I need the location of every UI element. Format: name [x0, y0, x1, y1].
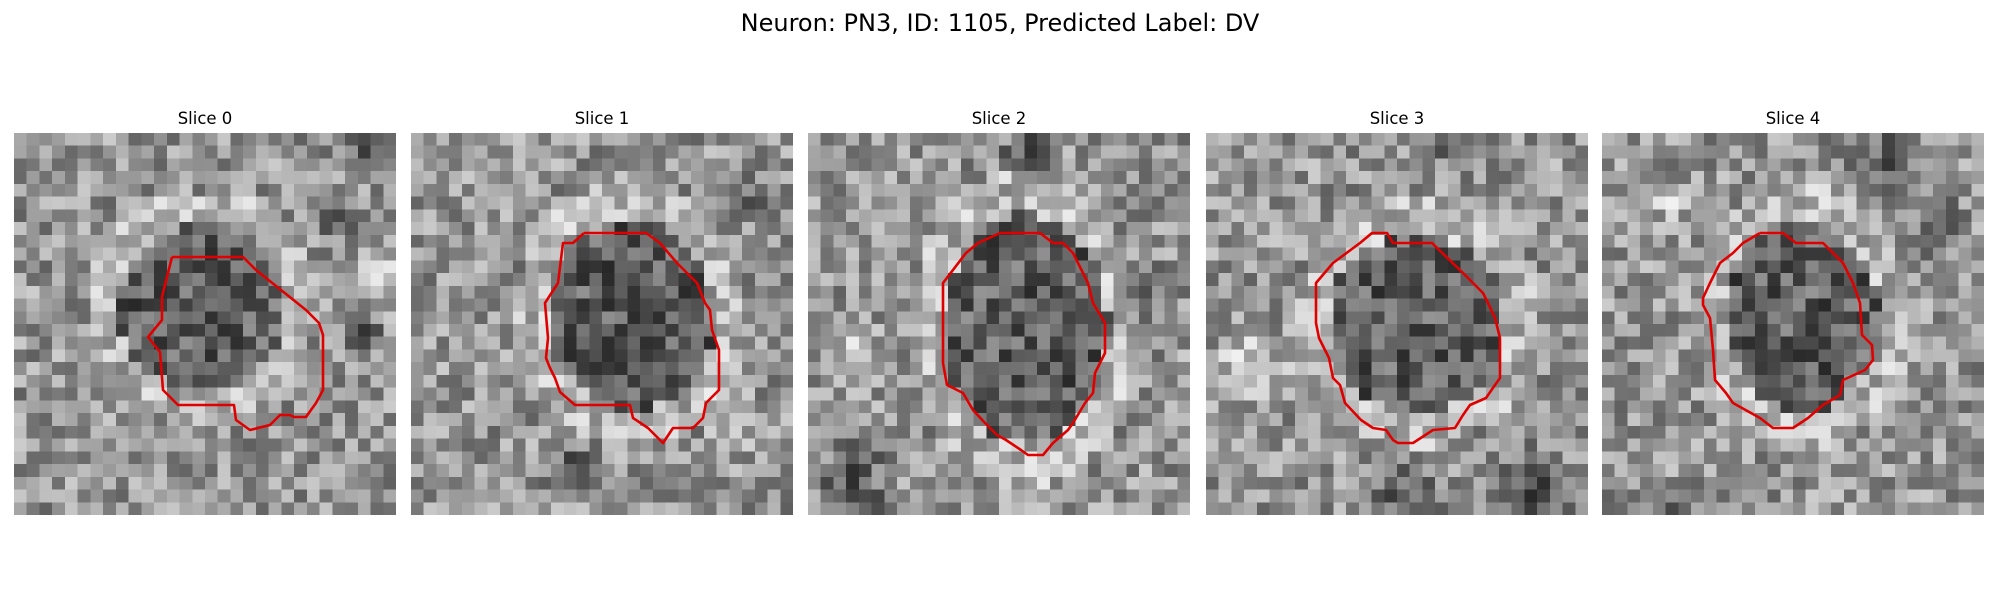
- slice-image-3: [1206, 133, 1588, 515]
- slice-image-2: [808, 133, 1190, 515]
- slice-title-0: Slice 0: [177, 109, 233, 128]
- slice-image-1: [411, 133, 793, 515]
- slice-panel-0: Slice 0: [14, 108, 396, 515]
- slice-image-0: [14, 133, 396, 515]
- slice-image-4: [1602, 133, 1984, 515]
- slice-panel-3: Slice 3: [1206, 108, 1588, 515]
- slice-title-4: Slice 4: [1765, 109, 1821, 128]
- slice-title-3: Slice 3: [1369, 109, 1425, 128]
- slice-panel-2: Slice 2: [808, 108, 1190, 515]
- slice-title-1: Slice 1: [574, 109, 630, 128]
- slice-panel-4: Slice 4: [1602, 108, 1984, 515]
- slice-title-2: Slice 2: [971, 109, 1027, 128]
- slice-panel-1: Slice 1: [411, 108, 793, 515]
- figure-title: Neuron: PN3, ID: 1105, Predicted Label: …: [740, 9, 1260, 37]
